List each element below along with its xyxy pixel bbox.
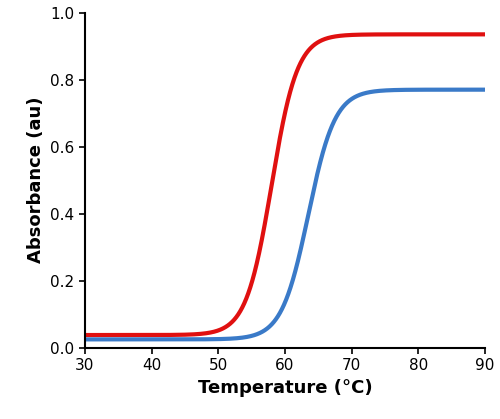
X-axis label: Temperature (°C): Temperature (°C) xyxy=(198,379,372,397)
Y-axis label: Absorbance (au): Absorbance (au) xyxy=(27,97,45,264)
